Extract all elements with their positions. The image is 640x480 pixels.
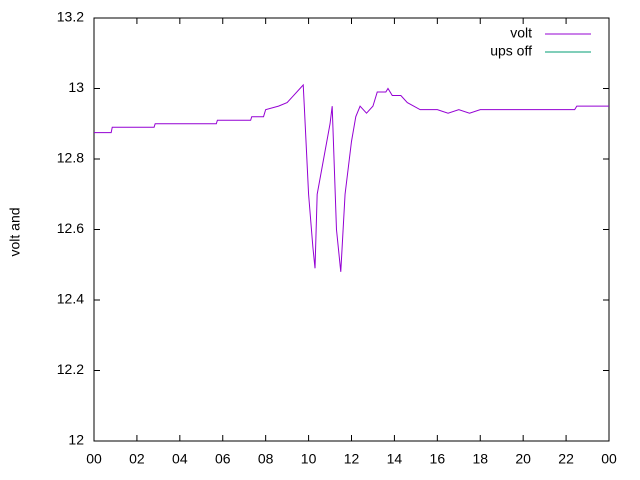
x-tick-label: 18	[472, 451, 488, 467]
legend-label: volt	[510, 25, 532, 41]
y-tick-label: 12.2	[57, 361, 84, 377]
x-tick-label: 00	[86, 451, 102, 467]
y-tick-label: 12.8	[57, 150, 84, 166]
data-line	[94, 83, 609, 272]
y-tick-label: 12	[68, 432, 84, 448]
x-tick-label: 22	[558, 451, 574, 467]
x-tick-label: 14	[387, 451, 403, 467]
x-tick-label: 08	[258, 451, 274, 467]
x-tick-label: 16	[430, 451, 446, 467]
y-tick-label: 12.6	[57, 220, 84, 236]
x-tick-label: 12	[344, 451, 360, 467]
y-axis-label: volt and	[7, 207, 23, 256]
plot-frame	[93, 17, 610, 442]
y-tick-label: 13	[68, 79, 84, 95]
x-tick-label: 06	[215, 451, 231, 467]
y-tick-label: 13.2	[57, 9, 84, 25]
x-tick-label: 10	[301, 451, 317, 467]
legend-label: ups off	[490, 43, 532, 59]
x-tick-label: 00	[601, 451, 617, 467]
x-tick-label: 20	[515, 451, 531, 467]
x-tick-label: 02	[129, 451, 145, 467]
x-tick-label: 04	[172, 451, 188, 467]
y-tick-label: 12.4	[57, 291, 84, 307]
